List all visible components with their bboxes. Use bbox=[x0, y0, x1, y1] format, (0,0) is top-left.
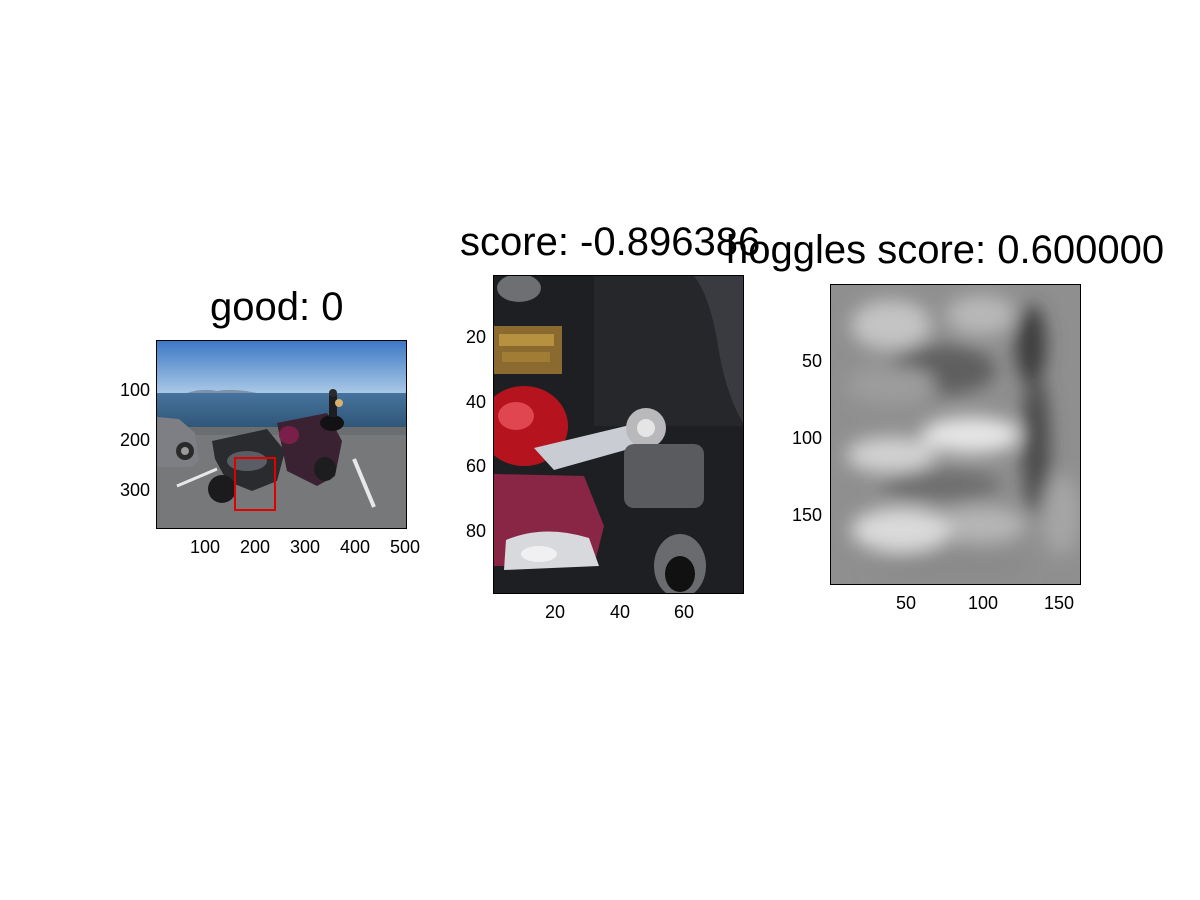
panel1-ytick: 100 bbox=[119, 380, 150, 400]
panel1-ytick: 200 bbox=[119, 430, 150, 450]
panel2-xtick: 20 bbox=[544, 602, 566, 622]
panel3-title: hoggles score: 0.600000 bbox=[726, 228, 1165, 272]
panel3-xtick: 100 bbox=[967, 593, 999, 613]
panel1-xtick: 400 bbox=[339, 537, 371, 557]
panel3-ytick: 100 bbox=[791, 428, 822, 448]
hoggles-image bbox=[830, 284, 1081, 585]
panel3-xtick: 150 bbox=[1043, 593, 1075, 613]
panel2-xtick: 40 bbox=[609, 602, 631, 622]
panel1-xtick: 100 bbox=[189, 537, 221, 557]
panel1-title: good: 0 bbox=[210, 285, 344, 329]
panel2-xtick: 60 bbox=[673, 602, 695, 622]
panel3-ytick: 150 bbox=[791, 505, 822, 525]
panel2-ytick: 20 bbox=[465, 327, 486, 347]
panel3-xtick: 50 bbox=[895, 593, 917, 613]
panel1-xtick: 500 bbox=[389, 537, 421, 557]
panel2-title: score: -0.896386 bbox=[460, 220, 761, 264]
panel1-xtick: 300 bbox=[289, 537, 321, 557]
panel3-ytick: 50 bbox=[801, 351, 822, 371]
scene-image bbox=[156, 340, 407, 529]
panel1-ytick: 300 bbox=[119, 480, 150, 500]
panel1-xtick: 200 bbox=[239, 537, 271, 557]
crop-image bbox=[493, 275, 744, 594]
panel2-ytick: 80 bbox=[465, 521, 486, 541]
panel2-ytick: 60 bbox=[465, 456, 486, 476]
panel2-ytick: 40 bbox=[465, 392, 486, 412]
